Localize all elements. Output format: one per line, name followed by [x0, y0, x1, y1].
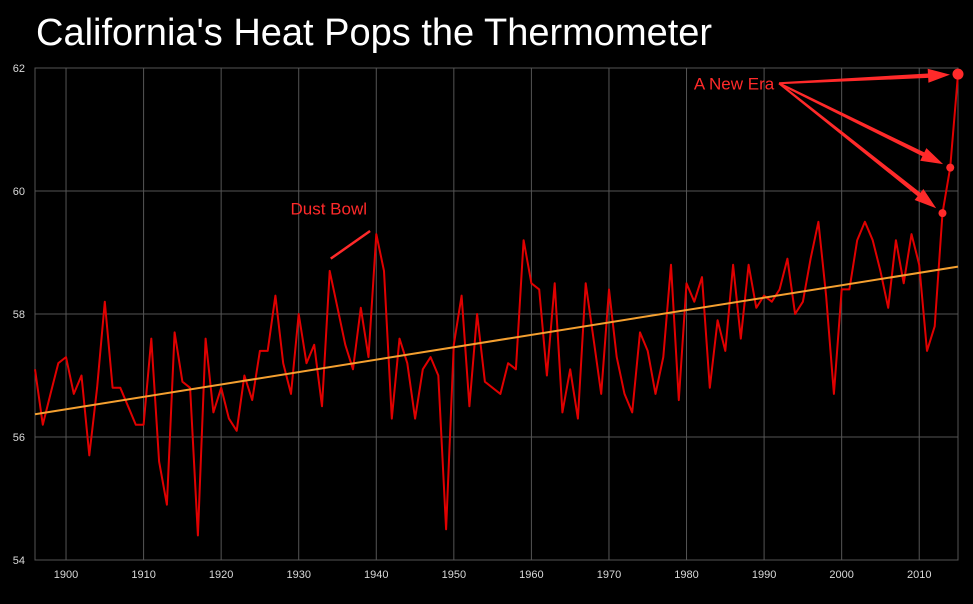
highlighted-point	[938, 209, 947, 218]
x-tick-label: 1940	[364, 569, 388, 581]
y-tick-label: 60	[13, 186, 25, 198]
x-tick-label: 1990	[752, 569, 776, 581]
y-tick-label: 62	[13, 63, 25, 75]
x-tick-label: 1960	[519, 569, 543, 581]
x-tick-label: 2000	[829, 569, 853, 581]
y-tick-label: 56	[13, 432, 25, 444]
highlighted-point	[946, 163, 955, 172]
x-tick-label: 1930	[286, 569, 310, 581]
x-tick-label: 2010	[907, 569, 931, 581]
x-tick-label: 1920	[209, 569, 233, 581]
y-tick-label: 58	[13, 309, 25, 321]
highlighted-point	[952, 68, 964, 80]
new-era-arrow	[778, 82, 937, 209]
x-tick-label: 1970	[597, 569, 621, 581]
temperature-series-line	[34, 74, 959, 537]
x-tick-label: 1910	[131, 569, 155, 581]
new-era-arrow	[779, 68, 950, 85]
dust-bowl-label: Dust Bowl	[290, 199, 367, 218]
x-tick-label: 1900	[54, 569, 78, 581]
chart-title: California's Heat Pops the Thermometer	[36, 12, 713, 54]
trend-line	[34, 265, 959, 416]
grid	[34, 67, 959, 561]
x-tick-label: 1980	[674, 569, 698, 581]
y-tick-label: 54	[13, 555, 25, 567]
x-tick-label: 1950	[442, 569, 466, 581]
new-era-arrow	[778, 82, 944, 165]
dust-bowl-marker	[330, 229, 371, 260]
annotations: Dust Bowl A New Era	[290, 68, 950, 260]
axes: 1900 1910 1920 1930 1940 1950 1960 1970 1980 1990…	[13, 63, 932, 581]
series	[34, 68, 964, 537]
new-era-label: A New Era	[694, 74, 775, 93]
